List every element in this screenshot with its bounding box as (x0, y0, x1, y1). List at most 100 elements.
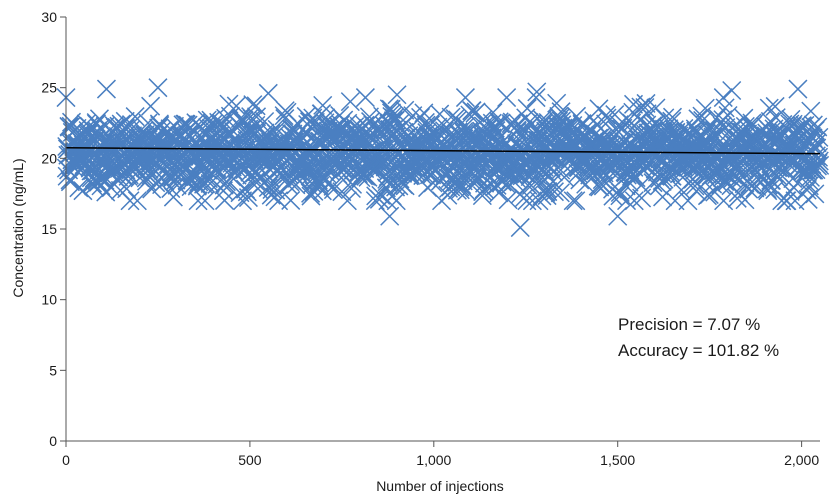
data-point (807, 133, 827, 153)
y-tick-label: 30 (41, 9, 57, 25)
data-point (686, 181, 706, 201)
data-point (590, 177, 610, 197)
data-point (236, 123, 256, 143)
data-point (216, 108, 236, 128)
data-point (326, 117, 346, 137)
data-point (497, 88, 517, 108)
data-point (163, 187, 183, 207)
data-point (544, 182, 564, 202)
data-point (727, 188, 747, 208)
data-point (195, 191, 215, 211)
data-point (522, 191, 542, 211)
data-point (162, 141, 182, 161)
data-point (536, 182, 556, 202)
data-point (518, 175, 538, 195)
data-point (678, 191, 698, 211)
x-tick-label: 500 (238, 452, 262, 468)
y-tick-label: 10 (41, 292, 57, 308)
data-point (142, 179, 162, 199)
data-point (655, 108, 675, 128)
data-point (808, 147, 829, 167)
x-axis-title: Number of injections (376, 478, 504, 494)
data-point (718, 105, 738, 126)
accuracy-annotation: Accuracy = 101.82 % (618, 341, 779, 360)
data-point (807, 156, 827, 176)
data-point (566, 191, 586, 211)
data-point (608, 206, 628, 226)
data-point (809, 151, 829, 171)
data-point (302, 174, 322, 194)
data-point (230, 183, 250, 203)
data-point (788, 79, 808, 99)
data-point (380, 206, 400, 226)
data-points (56, 78, 830, 238)
data-point (403, 106, 423, 126)
data-point (653, 187, 673, 207)
data-point (188, 191, 208, 211)
data-point (526, 88, 546, 108)
data-point (472, 186, 492, 206)
data-point (214, 190, 235, 210)
data-point (441, 107, 461, 127)
data-point (605, 105, 625, 125)
data-point (387, 85, 407, 105)
data-point (117, 179, 137, 199)
data-point (805, 184, 825, 204)
data-point (243, 95, 263, 115)
data-point (468, 171, 488, 191)
data-point (258, 83, 278, 103)
data-point (96, 79, 116, 99)
data-point (242, 109, 262, 129)
data-point (715, 172, 735, 192)
data-point (695, 98, 715, 118)
x-tick-label: 1,000 (416, 452, 451, 468)
y-tick-label: 25 (41, 80, 57, 96)
data-point (596, 105, 616, 125)
data-point (715, 98, 735, 118)
y-axis-title: Concentration (ng/mL) (10, 158, 26, 297)
data-point (563, 191, 583, 211)
data-point (340, 92, 360, 112)
data-point (354, 166, 374, 186)
data-point (262, 179, 282, 200)
data-point (527, 82, 547, 102)
x-tick-label: 2,000 (784, 452, 819, 468)
data-point (148, 78, 168, 98)
trend-line-group (65, 146, 821, 155)
data-point (803, 115, 823, 135)
data-point (233, 191, 253, 211)
data-point (125, 107, 145, 127)
data-point (706, 126, 726, 146)
y-tick-label: 20 (41, 150, 57, 166)
data-point (226, 96, 246, 116)
data-point (323, 180, 343, 200)
data-point (266, 180, 286, 200)
data-point (783, 169, 803, 189)
data-point (430, 104, 450, 124)
data-point (510, 218, 530, 238)
data-point (141, 96, 161, 116)
data-point (550, 183, 570, 203)
data-point (301, 186, 321, 206)
data-point (749, 125, 769, 145)
data-point (369, 189, 389, 209)
data-point (275, 109, 295, 129)
y-tick-label: 15 (41, 221, 57, 237)
data-point (740, 174, 760, 194)
data-point (423, 173, 443, 193)
data-point (379, 99, 399, 119)
data-point (809, 127, 829, 147)
data-point (470, 153, 491, 173)
data-point (451, 166, 471, 186)
data-point (127, 191, 147, 211)
data-point (455, 88, 475, 108)
data-point (173, 115, 193, 135)
data-point (313, 95, 333, 115)
y-tick-label: 5 (49, 362, 57, 378)
data-point (699, 185, 719, 205)
data-point (637, 104, 657, 124)
data-point (799, 176, 819, 196)
data-point (800, 171, 820, 191)
data-point (489, 183, 509, 203)
